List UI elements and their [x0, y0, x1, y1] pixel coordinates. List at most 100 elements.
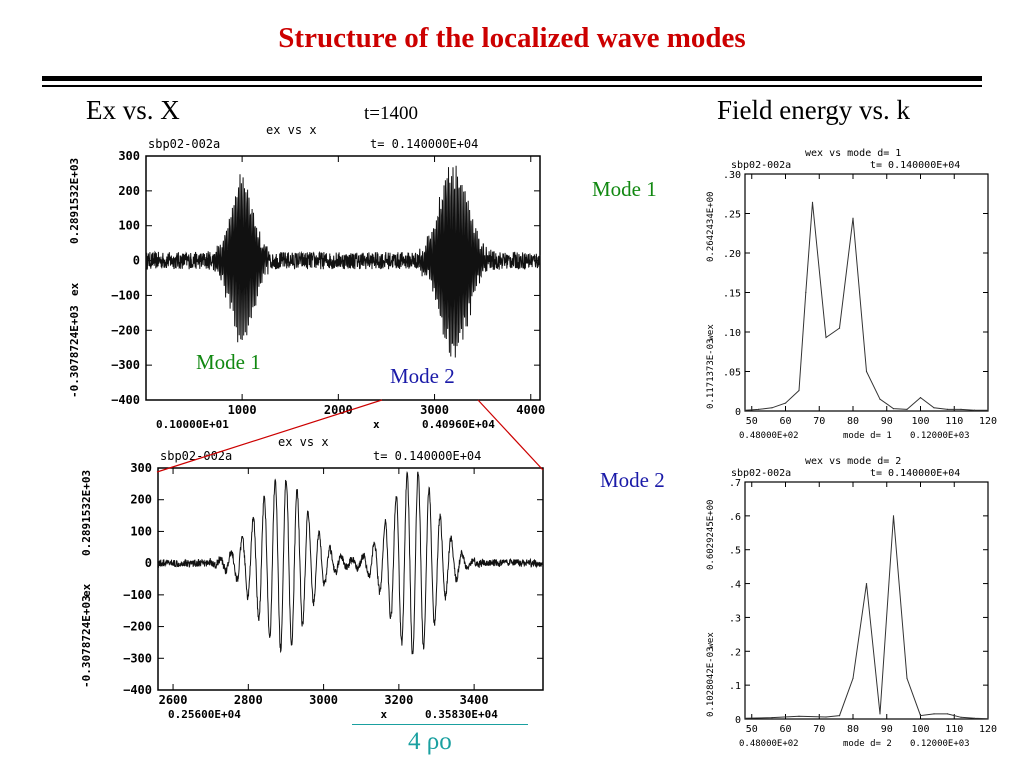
data-point [798, 389, 800, 392]
data-point [744, 409, 746, 411]
y-tick-label: .25 [723, 210, 741, 221]
y-tick-label: 0 [735, 715, 741, 726]
x-axis-label: x [381, 708, 388, 721]
y-max-label: 0.2642434E+00 [706, 192, 716, 262]
data-point [946, 713, 949, 715]
wex-mode2-chart: wex vs mode d= 2 sbp02-002a t= 0.140000E+0… [706, 456, 997, 749]
y-tick-label: .05 [723, 368, 741, 379]
data-point [906, 677, 908, 679]
data-point [744, 717, 746, 719]
y-tick-label: .5 [729, 546, 741, 557]
x-tick-label: 70 [813, 724, 825, 735]
y-axis-label: ex [68, 282, 81, 296]
data-point [919, 397, 922, 399]
x-tick-label: 80 [847, 416, 859, 427]
chart-time-label: t= 0.140000E+04 [870, 160, 960, 171]
y-tick-label: 0 [735, 407, 741, 418]
chart-title: ex vs x [266, 123, 317, 137]
y-tick-label: .1 [729, 681, 741, 692]
chart-time-label: t= 0.140000E+04 [370, 137, 478, 151]
mode1-annotation-left: Mode 1 [196, 350, 261, 374]
x-axis-label: mode d= 1 [843, 431, 892, 441]
x-tick-label: 3000 [420, 403, 449, 417]
y-tick-label: −400 [111, 393, 140, 407]
x-min-label: 0.48000E+02 [739, 431, 799, 441]
data-point [838, 327, 841, 329]
ex-full-chart: ex vs x sbp02-002a t= 0.140000E+04 300 200 10… [68, 123, 545, 431]
scale-bar [352, 724, 528, 725]
x-tick-label: 3400 [460, 693, 489, 707]
y-axis-label: ex [80, 583, 93, 597]
x-tick-label: 110 [945, 724, 963, 735]
data-point [865, 370, 868, 373]
y-tick-label: .10 [723, 328, 741, 339]
y-tick-label: .30 [723, 170, 741, 181]
x-axis-label: x [373, 418, 380, 431]
x-max-label: 0.12000E+03 [910, 431, 970, 441]
x-min-label: 0.48000E+02 [739, 739, 799, 749]
data-point [852, 217, 854, 219]
y-tick-label: .2 [729, 647, 741, 658]
x-tick-label: 90 [881, 724, 893, 735]
y-tick-label: .7 [729, 478, 741, 489]
data-point [933, 713, 935, 715]
x-tick-label: 4000 [516, 403, 545, 417]
right-heading: Field energy vs. k [717, 95, 910, 125]
x-tick-label: 110 [945, 416, 963, 427]
data-point [892, 408, 895, 410]
data-point [973, 409, 976, 411]
y-tick-label: −100 [123, 588, 152, 602]
data-point [879, 713, 881, 715]
y-tick-label: 200 [130, 493, 152, 507]
data-point [960, 716, 962, 718]
data-point [838, 715, 841, 717]
chart-time-label: t= 0.140000E+04 [870, 468, 960, 479]
y-tick-label: 0 [145, 556, 152, 570]
x-max-label: 0.12000E+03 [910, 739, 970, 749]
slide-title: Structure of the localized wave modes [278, 22, 746, 54]
x-max-label: 0.35830E+04 [425, 708, 498, 721]
mode1-annotation-right: Mode 1 [592, 177, 657, 201]
data-point [933, 407, 935, 409]
y-tick-label: −400 [123, 683, 152, 697]
y-tick-label: .20 [723, 249, 741, 260]
x-tick-label: 70 [813, 416, 825, 427]
plot-frame [744, 481, 989, 720]
y-axis-label: wex [706, 632, 716, 649]
x-tick-label: 2600 [159, 693, 188, 707]
series-line-ex [157, 470, 544, 655]
left-heading: Ex vs. X [86, 95, 180, 125]
y-tick-label: .6 [729, 512, 741, 523]
y-min-label: -0.3078724E+03 [68, 305, 81, 398]
x-tick-label: 100 [911, 724, 929, 735]
y-tick-label: .15 [723, 289, 741, 300]
ex-zoom-chart: ex vs x sbp02-002a t= 0.140000E+04 300 200 10… [80, 438, 544, 721]
x-tick-label: 2000 [324, 403, 353, 417]
x-tick-label: 120 [979, 416, 997, 427]
data-point [811, 201, 814, 203]
x-tick-label: 60 [779, 416, 791, 427]
y-tick-label: .3 [729, 613, 741, 624]
data-point [987, 409, 989, 411]
title-rule-thick [42, 76, 982, 81]
y-min-label: 0.1028042E-03 [706, 647, 716, 717]
series-line-wex [744, 515, 989, 720]
y-max-label: 0.2891532E+03 [80, 470, 93, 556]
data-point [892, 515, 895, 517]
title-rule-thin [42, 85, 982, 87]
data-point [798, 715, 800, 717]
y-tick-label: −100 [111, 288, 140, 302]
y-min-label: -0.3078724E+03 [80, 595, 93, 688]
x-tick-label: 50 [746, 724, 758, 735]
x-tick-label: 3000 [309, 693, 338, 707]
data-point [906, 408, 908, 410]
y-tick-label: −200 [111, 323, 140, 337]
chart-run-label: sbp02-002a [148, 137, 220, 151]
x-tick-label: 1000 [228, 403, 257, 417]
data-point [771, 717, 773, 719]
series-line-ex [145, 165, 541, 358]
chart-title: wex vs mode d= 1 [805, 148, 901, 159]
x-tick-label: 90 [881, 416, 893, 427]
chart-time-label: t= 0.140000E+04 [373, 449, 481, 463]
data-point [987, 718, 989, 720]
